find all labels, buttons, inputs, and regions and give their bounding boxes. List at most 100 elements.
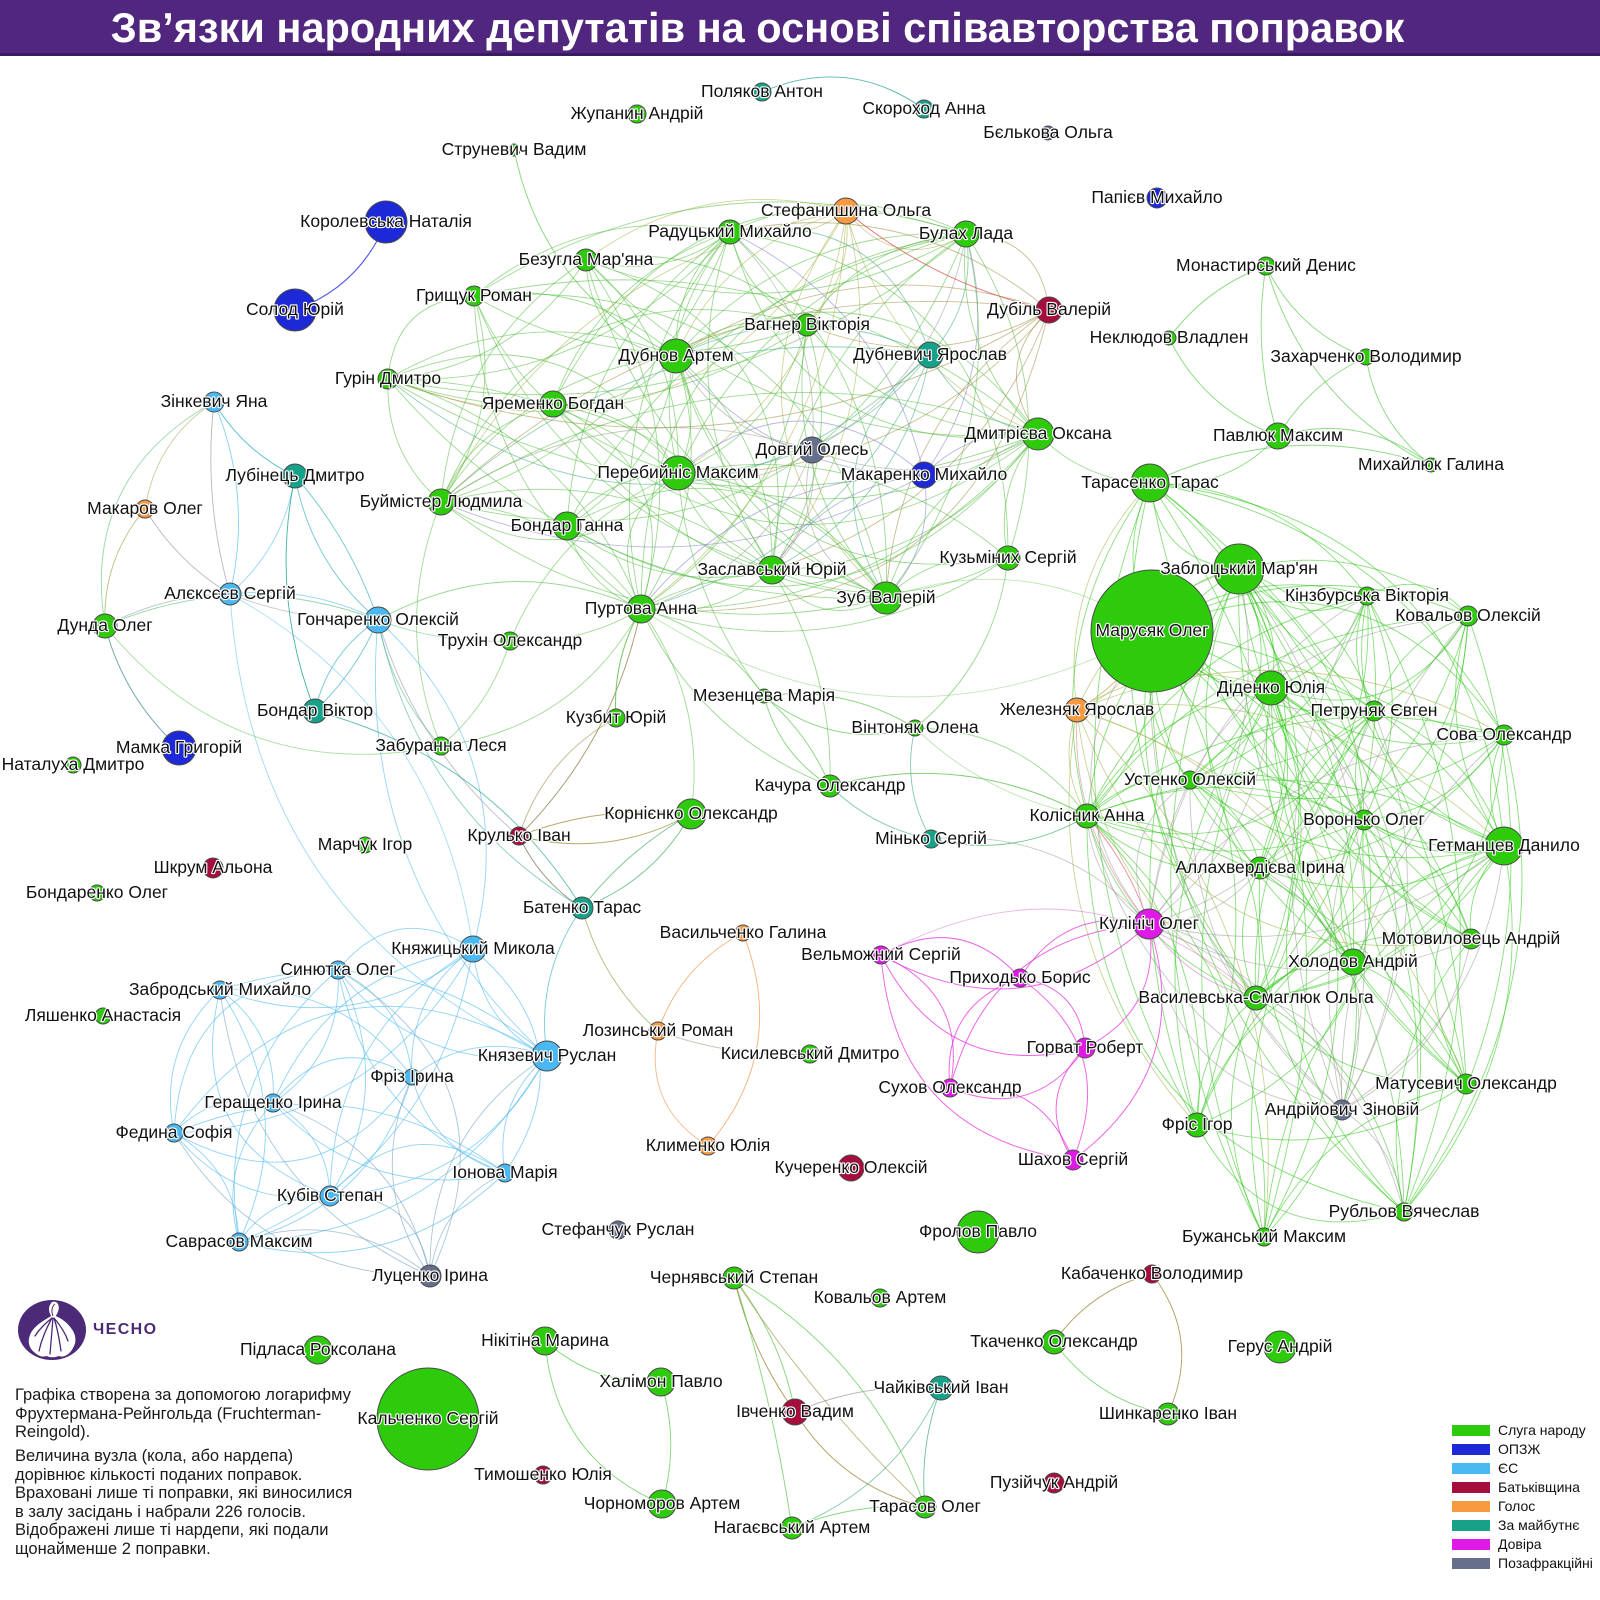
svg-text:Кузбит Юрій: Кузбит Юрій [566,707,667,727]
svg-text:Клименко Юлія: Клименко Юлія [646,1135,771,1155]
svg-text:Бондаренко Олег: Бондаренко Олег [26,882,168,902]
svg-text:Мінько Сергій: Мінько Сергій [875,828,987,848]
svg-text:Павлюк Максим: Павлюк Максим [1213,425,1343,445]
svg-text:Крулько Іван: Крулько Іван [467,825,570,845]
svg-text:Струневич Вадим: Струневич Вадим [442,139,587,159]
svg-text:Монастирський Денис: Монастирський Денис [1176,255,1356,275]
svg-text:Герус Андрій: Герус Андрій [1228,1336,1333,1356]
svg-text:Марчук Ігор: Марчук Ігор [318,834,413,854]
svg-text:Бужанський Максим: Бужанський Максим [1182,1226,1346,1246]
svg-text:Дубнов Артем: Дубнов Артем [618,345,733,365]
svg-text:Сова Олександр: Сова Олександр [1436,724,1571,744]
svg-text:Ковальов Олексій: Ковальов Олексій [1395,605,1541,625]
svg-text:Тарасов Олег: Тарасов Олег [869,1496,981,1516]
svg-text:Підласа Роксолана: Підласа Роксолана [240,1339,396,1359]
svg-text:Забродський Михайло: Забродський Михайло [129,979,311,999]
svg-text:Жупанин Андрій: Жупанин Андрій [571,103,704,123]
svg-text:Папієв Михайло: Папієв Михайло [1091,187,1222,207]
svg-text:Алєксєєв Сергій: Алєксєєв Сергій [164,583,296,603]
svg-text:Князевич Руслан: Князевич Руслан [478,1045,617,1065]
svg-text:Неклюдов Владлен: Неклюдов Владлен [1090,327,1249,347]
svg-text:Солод Юрій: Солод Юрій [246,299,344,319]
svg-text:Тарасенко Тарас: Тарасенко Тарас [1081,472,1219,492]
svg-text:Вінтоняк Олена: Вінтоняк Олена [851,717,978,737]
svg-text:Шинкаренко Іван: Шинкаренко Іван [1099,1403,1237,1423]
svg-text:Яременко Богдан: Яременко Богдан [482,393,624,413]
svg-text:Заславський Юрій: Заславський Юрій [697,559,846,579]
svg-text:Колісник Анна: Колісник Анна [1029,805,1144,825]
svg-text:Дубневич Ярослав: Дубневич Ярослав [853,344,1007,364]
svg-text:Іонова Марія: Іонова Марія [452,1162,557,1182]
svg-text:Приходько Борис: Приходько Борис [949,967,1090,987]
svg-text:Василевська-Смаглюк Ольга: Василевська-Смаглюк Ольга [1138,987,1373,1007]
svg-text:Княжицький Микола: Княжицький Микола [391,938,555,958]
svg-text:Ляшенко Анастасія: Ляшенко Анастасія [25,1005,181,1025]
svg-text:Михайлюк Галина: Михайлюк Галина [1358,454,1504,474]
svg-text:Тимошенко Юлія: Тимошенко Юлія [474,1464,612,1484]
svg-text:Радуцький Михайло: Радуцький Михайло [648,221,812,241]
svg-text:Лозинський Роман: Лозинський Роман [583,1020,734,1040]
svg-text:Пузійчук Андрій: Пузійчук Андрій [990,1472,1118,1492]
svg-text:Королевська Наталія: Королевська Наталія [300,211,472,231]
svg-text:Дмитрієва Оксана: Дмитрієва Оксана [964,423,1112,443]
svg-text:Зінкевич Яна: Зінкевич Яна [161,391,268,411]
svg-text:Чернявський Степан: Чернявський Степан [650,1267,818,1287]
svg-text:Заблоцький Мар'ян: Заблоцький Мар'ян [1160,558,1318,578]
svg-text:Стефанчук Руслан: Стефанчук Руслан [542,1219,695,1239]
svg-text:Дунда Олег: Дунда Олег [57,615,152,635]
svg-text:Булах Лада: Булах Лада [919,223,1013,243]
svg-text:Мамка Григорій: Мамка Григорій [116,737,242,757]
svg-text:Петруняк Євген: Петруняк Євген [1311,700,1438,720]
svg-text:Гурін Дмитро: Гурін Дмитро [335,368,441,388]
svg-text:Вельможний Сергій: Вельможний Сергій [801,944,961,964]
svg-text:Лубінець Дмитро: Лубінець Дмитро [225,465,364,485]
svg-text:Горват Роберт: Горват Роберт [1027,1037,1144,1057]
svg-text:Корнієнко Олександр: Корнієнко Олександр [604,803,778,823]
svg-text:Гончаренко Олексій: Гончаренко Олексій [297,609,459,629]
svg-text:Качура Олександр: Качура Олександр [755,775,906,795]
svg-text:Гетманцев Данило: Гетманцев Данило [1428,835,1580,855]
svg-text:Діденко Юлія: Діденко Юлія [1217,677,1325,697]
svg-text:Устенко Олексій: Устенко Олексій [1124,769,1256,789]
svg-text:Макаренко Михайло: Макаренко Михайло [841,464,1007,484]
svg-text:Кінзбурська Вікторія: Кінзбурська Вікторія [1285,585,1449,605]
svg-text:Поляков Антон: Поляков Антон [701,81,823,101]
svg-text:Наталуха Дмитро: Наталуха Дмитро [2,754,145,774]
svg-text:Перебийніс Максим: Перебийніс Максим [597,462,758,482]
svg-text:Довгий Олесь: Довгий Олесь [755,439,868,459]
svg-text:Сухов Олександр: Сухов Олександр [878,1077,1021,1097]
svg-text:Скороход Анна: Скороход Анна [862,98,985,118]
svg-text:Васильченко Галина: Васильченко Галина [660,922,827,942]
svg-text:Макаров Олег: Макаров Олег [87,498,203,518]
svg-text:Нікітіна Марина: Нікітіна Марина [481,1330,609,1350]
svg-text:Фролов Павло: Фролов Павло [919,1221,1037,1241]
svg-text:Андрійович Зіновій: Андрійович Зіновій [1265,1099,1420,1119]
svg-text:Пуртова Анна: Пуртова Анна [585,598,698,618]
svg-text:Аллахвердієва Ірина: Аллахвердієва Ірина [1175,857,1344,877]
svg-text:Холодов Андрій: Холодов Андрій [1288,951,1418,971]
svg-text:Івченко Вадим: Івченко Вадим [736,1401,854,1421]
svg-text:Марусяк Олег: Марусяк Олег [1095,620,1208,640]
svg-text:Стефанишина Ольга: Стефанишина Ольга [761,200,932,220]
svg-text:Буймістер Людмила: Буймістер Людмила [360,491,523,511]
svg-text:Безугла Мар'яна: Безугла Мар'яна [519,249,654,269]
svg-text:Геращенко Ірина: Геращенко Ірина [204,1092,342,1112]
svg-text:Мезенцева Марія: Мезенцева Марія [693,685,835,705]
svg-text:Бондар Ганна: Бондар Ганна [511,515,624,535]
svg-text:Грищук Роман: Грищук Роман [416,285,532,305]
svg-text:Шкрум Альона: Шкрум Альона [154,857,273,877]
svg-text:Федина Софія: Федина Софія [115,1122,232,1142]
svg-text:Матусевич Олександр: Матусевич Олександр [1375,1073,1557,1093]
svg-text:Кучеренко Олексій: Кучеренко Олексій [775,1157,928,1177]
svg-text:Чайківський Іван: Чайківський Іван [873,1377,1008,1397]
svg-text:Саврасов Максим: Саврасов Максим [165,1231,312,1251]
svg-text:Кулініч Олег: Кулініч Олег [1099,913,1199,933]
svg-text:Рубльов Вячеслав: Рубльов Вячеслав [1329,1201,1480,1221]
svg-text:Кальченко Сергій: Кальченко Сергій [357,1408,498,1428]
svg-text:Железняк Ярослав: Железняк Ярослав [1000,699,1154,719]
svg-text:Забуранна Леся: Забуранна Леся [375,735,506,755]
svg-text:Трухін Олександр: Трухін Олександр [438,630,582,650]
svg-text:Бондар Віктор: Бондар Віктор [257,700,373,720]
svg-text:Вагнер Вікторія: Вагнер Вікторія [744,314,870,334]
svg-text:Нагаєвський Артем: Нагаєвський Артем [714,1517,871,1537]
